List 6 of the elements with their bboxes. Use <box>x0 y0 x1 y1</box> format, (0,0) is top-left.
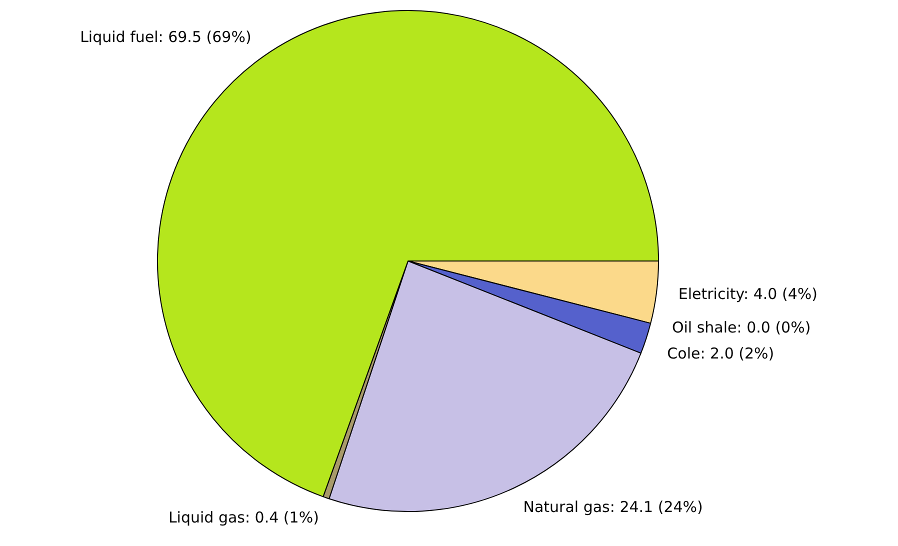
slice-label: Eletricity: 4.0 (4%) <box>678 285 818 304</box>
slice-label: Liquid fuel: 69.5 (69%) <box>80 28 252 46</box>
slice-label: Cole: 2.0 (2%) <box>667 344 774 363</box>
category-label: Oil shale: 0.0 (0%) <box>672 318 811 337</box>
slice-label: Natural gas: 24.1 (24%) <box>523 498 703 516</box>
slice-label: Liquid gas: 0.4 (1%) <box>168 508 319 526</box>
